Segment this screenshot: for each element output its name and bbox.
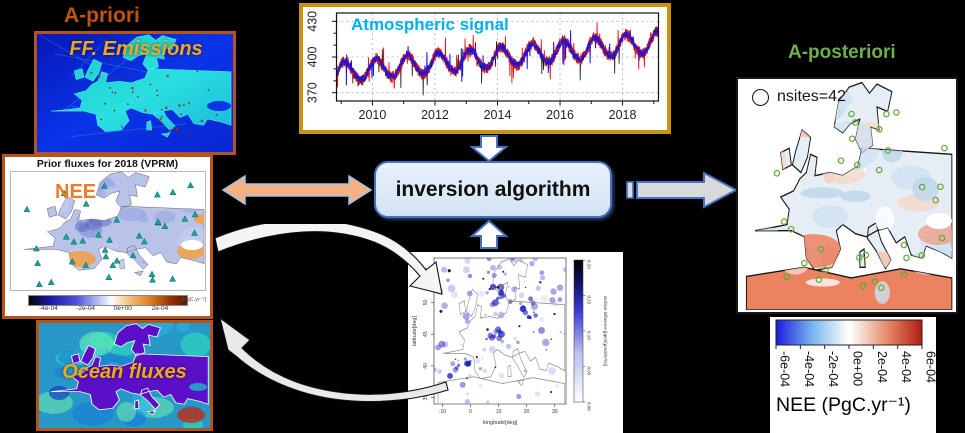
ocean-blacksea [189,383,207,391]
svg-text:0.20: 0.20 [587,260,592,269]
inversion-algorithm-label: inversion algorithm [395,177,591,201]
svg-text:-2e-04: -2e-04 [826,351,840,387]
posterior-colorbar-label: NEE (PgC.yr⁻¹) [776,394,911,416]
footprint-blobs [434,258,566,404]
svg-text:430: 430 [306,11,320,32]
curved-arrow-to-footprint [214,224,443,295]
double-arrow-icon [221,174,373,206]
svg-text:20: 20 [524,409,530,415]
svg-text:35: 35 [423,395,429,401]
prior-colorbar-gradient [28,295,188,306]
curved-arrows [214,224,449,403]
ff-blacksea [207,101,231,111]
posterior-site-circles [773,109,948,292]
prior-fluxes-map: Prior fluxes for 2018 (VPRM) NEE [PgC.yr… [2,154,213,319]
svg-text:2012: 2012 [421,108,449,122]
chart-title: Atmospheric signal [351,15,509,34]
prior-map-graphic [10,171,206,291]
svg-text:2016: 2016 [546,108,574,122]
posterior-colorbar-ticks: -6e-04 -4e-04 -2e-04 0e+00 2e-04 4e-04 6e-04 [775,345,937,387]
svg-text:10: 10 [496,409,502,415]
svg-text:2010: 2010 [359,108,387,122]
svg-text:0.15: 0.15 [587,296,592,305]
posterior-map-graphic [740,81,954,310]
prior-map-title: Prior fluxes for 2018 (VPRM) [36,158,179,170]
prior-colorbar-tick: 2e-04 [151,305,169,312]
svg-text:0.10: 0.10 [587,331,592,340]
prior-colorbar-tick: -4e-04 [39,305,58,312]
svg-text:370: 370 [306,82,320,103]
svg-text:0: 0 [469,409,472,415]
svg-text:45: 45 [423,331,429,337]
svg-text:-10: -10 [439,409,446,415]
svg-text:50: 50 [423,299,429,305]
arrow-down-icon [469,135,509,162]
atmospheric-signal-chart: 2010 2012 2014 2016 2018 370 400 430 Atmospheri… [299,3,671,134]
footprint-colorbar-ticks: 0.00 0.05 0.10 0.15 0.20 [583,259,592,411]
prior-site-triangles [23,181,199,287]
posterior-colorbar-graphic: -6e-04 -4e-04 -2e-04 0e+00 2e-04 4e-04 6e-04 [775,319,937,387]
prior-blacksea [181,240,203,250]
posterior-blacksea [926,213,952,229]
svg-text:2e-04: 2e-04 [875,351,889,383]
arrow-up-icon [469,219,509,249]
ff-emissions-label: FF. Emissions [69,38,203,60]
footprint-colorbar-label: surface influence [ppm/(μmol/m²/s)] [603,296,608,367]
posterior-colorbar-panel: -6e-04 -4e-04 -2e-04 0e+00 2e-04 4e-04 6e-04 N… [770,317,936,433]
nsites-label: nsites=42 [777,88,846,105]
prior-colorbar-units: [PgC.yr⁻¹] [181,297,206,303]
ff-city-dots [90,68,218,135]
svg-text:2014: 2014 [484,108,512,122]
curved-arrow-to-prior [219,316,449,403]
svg-text:6e-04: 6e-04 [924,351,937,383]
svg-text:400: 400 [306,47,320,68]
posterior-map: nsites=42 [736,77,958,314]
ff-emissions-graphic [37,34,233,152]
footprint-map: -1001020303540455055 longitude[deg] lati… [408,252,623,433]
site-circle-icon [752,88,769,106]
footprint-plot: -1001020303540455055 longitude[deg] lati… [408,252,623,433]
ff-emissions-map: FF. Emissions [34,31,236,155]
svg-text:-4e-04: -4e-04 [802,351,816,387]
atmos-plot: 2010 2012 2014 2016 2018 370 400 430 [303,7,667,130]
posterior-colorbar-gradient [775,319,923,346]
arrow-right-icon [626,171,739,209]
svg-text:40: 40 [423,363,429,369]
svg-text:4e-04: 4e-04 [899,351,913,383]
footprint-xlabel: longitude[deg] [483,420,518,426]
posterior-legend: nsites=42 [752,88,846,106]
svg-text:0.05: 0.05 [587,367,592,376]
svg-text:30: 30 [552,409,558,415]
nee-label: NEE [55,181,97,203]
prior-colorbar: [PgC.yr⁻¹] -4e-04 -2e-04 0e+00 2e-04 [10,293,206,315]
inversion-algorithm-box: inversion algorithm [374,161,612,218]
ocean-fluxes-label: Ocean fluxes [62,361,187,383]
ocean-fluxes-graphic [39,323,210,428]
svg-text:2018: 2018 [609,108,637,122]
svg-text:0e+00: 0e+00 [851,351,865,386]
svg-text:-6e-04: -6e-04 [778,351,792,387]
ocean-fluxes-map: Ocean fluxes [36,320,213,431]
apriori-label: A-priori [64,4,140,27]
footprint-ylabel: latitude[deg] [412,316,418,346]
aposteriori-label: A-posteriori [788,42,896,63]
prior-colorbar-tick: -2e-04 [76,305,96,312]
prior-colorbar-tick: 0e+00 [113,305,132,312]
svg-text:0.00: 0.00 [587,402,592,411]
footprint-colorbar [573,259,584,403]
